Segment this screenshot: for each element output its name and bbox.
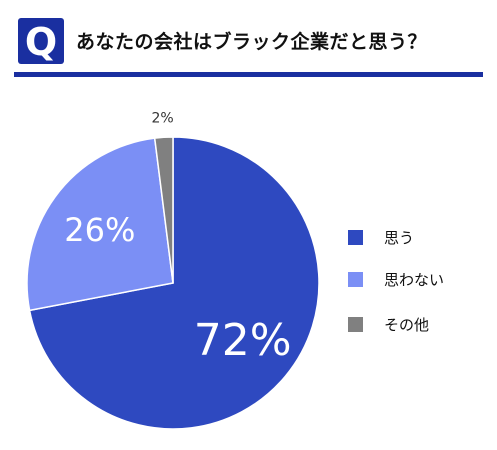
legend-label: 思わない xyxy=(384,270,445,289)
q-badge-background xyxy=(18,18,64,64)
q-badge-icon: Q xyxy=(18,18,64,64)
pie-slice-3 xyxy=(153,136,174,284)
q-badge-letter: Q xyxy=(25,20,57,64)
slice-label-1: 72% xyxy=(194,315,292,366)
page-title: あなたの会社はブラック企業だと思う？ xyxy=(76,31,428,53)
legend-label: 思う xyxy=(384,228,415,247)
legend-item-2: 思わない xyxy=(348,269,444,289)
legend-label: その他 xyxy=(384,315,430,334)
slice-label-3: 2% xyxy=(151,110,173,126)
legend-swatch xyxy=(348,316,363,332)
legend-item-1: 思う xyxy=(348,227,414,247)
legend-item-3: その他 xyxy=(348,314,429,334)
pie-slice-1 xyxy=(28,136,320,430)
pie-slice-2 xyxy=(26,137,174,312)
legend-swatch xyxy=(348,271,363,287)
slice-label-2: 26% xyxy=(64,211,135,249)
legend-swatch xyxy=(348,229,363,245)
title-underline xyxy=(14,72,483,77)
